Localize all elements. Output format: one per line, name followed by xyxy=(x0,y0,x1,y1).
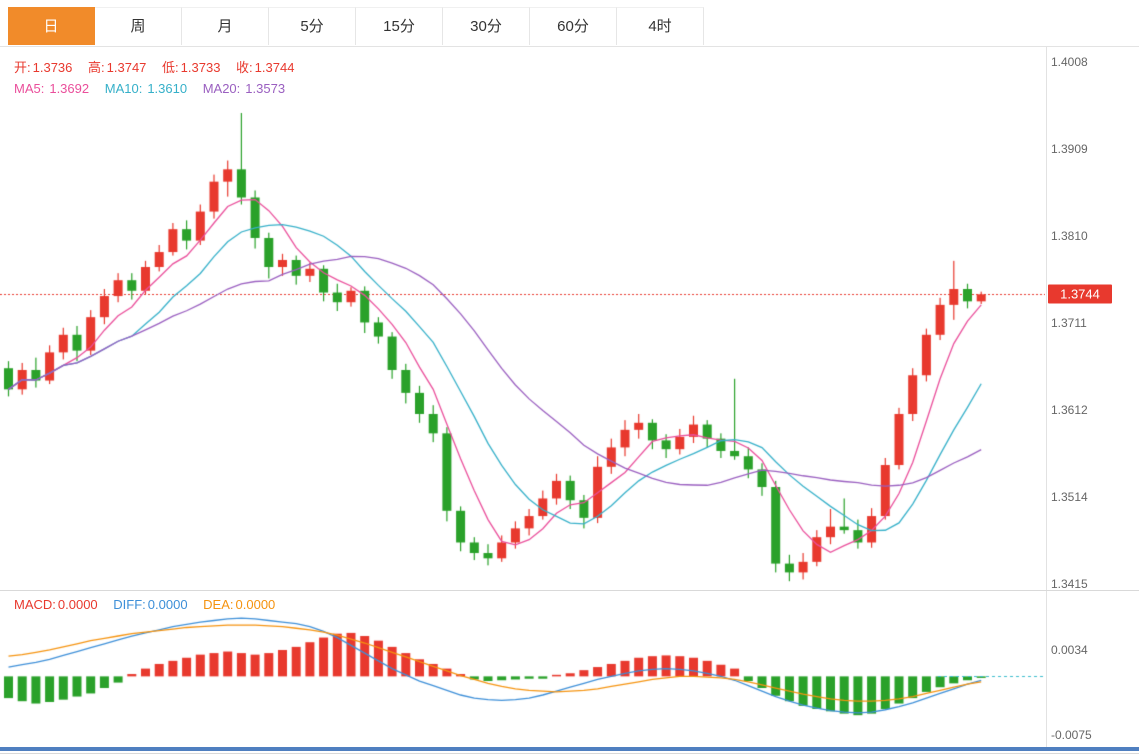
low-readout: 低: 1.3733 xyxy=(162,60,220,75)
ma-readout: MA5: 1.3692 MA10: 1.3610 MA20: 1.3573 xyxy=(14,81,297,96)
tab-15分[interactable]: 15分 xyxy=(356,7,443,45)
price-axis-label: 1.3612 xyxy=(1051,403,1088,418)
open-readout: 开: 1.3736 xyxy=(14,60,72,75)
main-chart-canvas[interactable] xyxy=(0,47,1045,590)
tab-月[interactable]: 月 xyxy=(182,7,269,45)
dea-value-readout: DEA: 0.0000 xyxy=(203,597,275,612)
main-y-axis: 1.3744 1.4008 1.3909 1.3810 1.3711 1.3612 1.3… xyxy=(1046,47,1139,591)
bottom-axis-strip xyxy=(0,747,1139,751)
close-label: 收: xyxy=(236,60,253,75)
tab-30分[interactable]: 30分 xyxy=(443,7,530,45)
tab-4时[interactable]: 4时 xyxy=(617,7,704,45)
ma20-label: MA20: xyxy=(202,81,241,96)
ma20-value: 1.3573 xyxy=(245,81,286,96)
diff-label: DIFF: xyxy=(113,597,146,612)
ma10-readout: MA10: 1.3610 xyxy=(105,81,187,96)
open-value: 1.3736 xyxy=(32,60,73,75)
timeframe-tabbar: 日周月 5分 15分 30分 60分 4时 xyxy=(0,0,1139,46)
close-value: 1.3744 xyxy=(254,60,295,75)
tab-60分[interactable]: 60分 xyxy=(530,7,617,45)
ma5-readout: MA5: 1.3692 xyxy=(14,81,89,96)
ma10-label: MA10: xyxy=(104,81,143,96)
ma5-label: MA5: xyxy=(14,81,45,96)
macd-value-readout: MACD: 0.0000 xyxy=(14,597,98,612)
price-axis-label: 1.3514 xyxy=(1051,489,1088,504)
open-label: 开: xyxy=(14,60,31,75)
price-axis-label: 1.3810 xyxy=(1051,229,1088,244)
current-price-badge: 1.3744 xyxy=(1048,284,1112,304)
high-readout: 高: 1.3747 xyxy=(88,60,146,75)
price-axis-label: 1.4008 xyxy=(1051,54,1088,69)
tab-5分[interactable]: 5分 xyxy=(269,7,356,45)
low-label: 低: xyxy=(162,60,179,75)
tab-日[interactable]: 日 xyxy=(8,7,95,45)
price-axis-label: 1.3909 xyxy=(1051,142,1088,157)
diff-value: 0.0000 xyxy=(147,597,188,612)
chart-area: 开: 1.3736 高: 1.3747 低: 1.3733 收: 1.3744 MA5:… xyxy=(0,46,1139,747)
price-axis-label: 1.3415 xyxy=(1051,576,1088,591)
tab-周[interactable]: 周 xyxy=(95,7,182,45)
low-value: 1.3733 xyxy=(180,60,221,75)
macd-value: 0.0000 xyxy=(57,597,98,612)
ma20-readout: MA20: 1.3573 xyxy=(203,81,285,96)
macd-panel: MACD: 0.0000 DIFF: 0.0000 DEA: 0.0000 0.003… xyxy=(0,591,1139,747)
close-readout: 收: 1.3744 xyxy=(236,60,294,75)
price-axis-label: 1.3711 xyxy=(1051,316,1087,331)
ma10-value: 1.3610 xyxy=(147,81,188,96)
macd-readout: MACD: 0.0000 DIFF: 0.0000 DEA: 0.0000 xyxy=(14,597,287,612)
dea-value: 0.0000 xyxy=(235,597,276,612)
ohlc-readout: 开: 1.3736 高: 1.3747 低: 1.3733 收: 1.3744 xyxy=(14,57,306,76)
macd-canvas[interactable] xyxy=(0,591,1045,747)
macd-label: MACD: xyxy=(14,597,56,612)
macd-axis-label: 0.0034 xyxy=(1051,642,1088,657)
main-chart-panel: 开: 1.3736 高: 1.3747 低: 1.3733 收: 1.3744 MA5:… xyxy=(0,47,1139,591)
macd-axis-label: -0.0075 xyxy=(1051,727,1092,742)
macd-y-axis: 0.0034 -0.0075 xyxy=(1046,591,1139,747)
diff-value-readout: DIFF: 0.0000 xyxy=(113,597,187,612)
high-value: 1.3747 xyxy=(106,60,147,75)
high-label: 高: xyxy=(88,60,105,75)
dea-label: DEA: xyxy=(203,597,234,612)
ma5-value: 1.3692 xyxy=(49,81,90,96)
